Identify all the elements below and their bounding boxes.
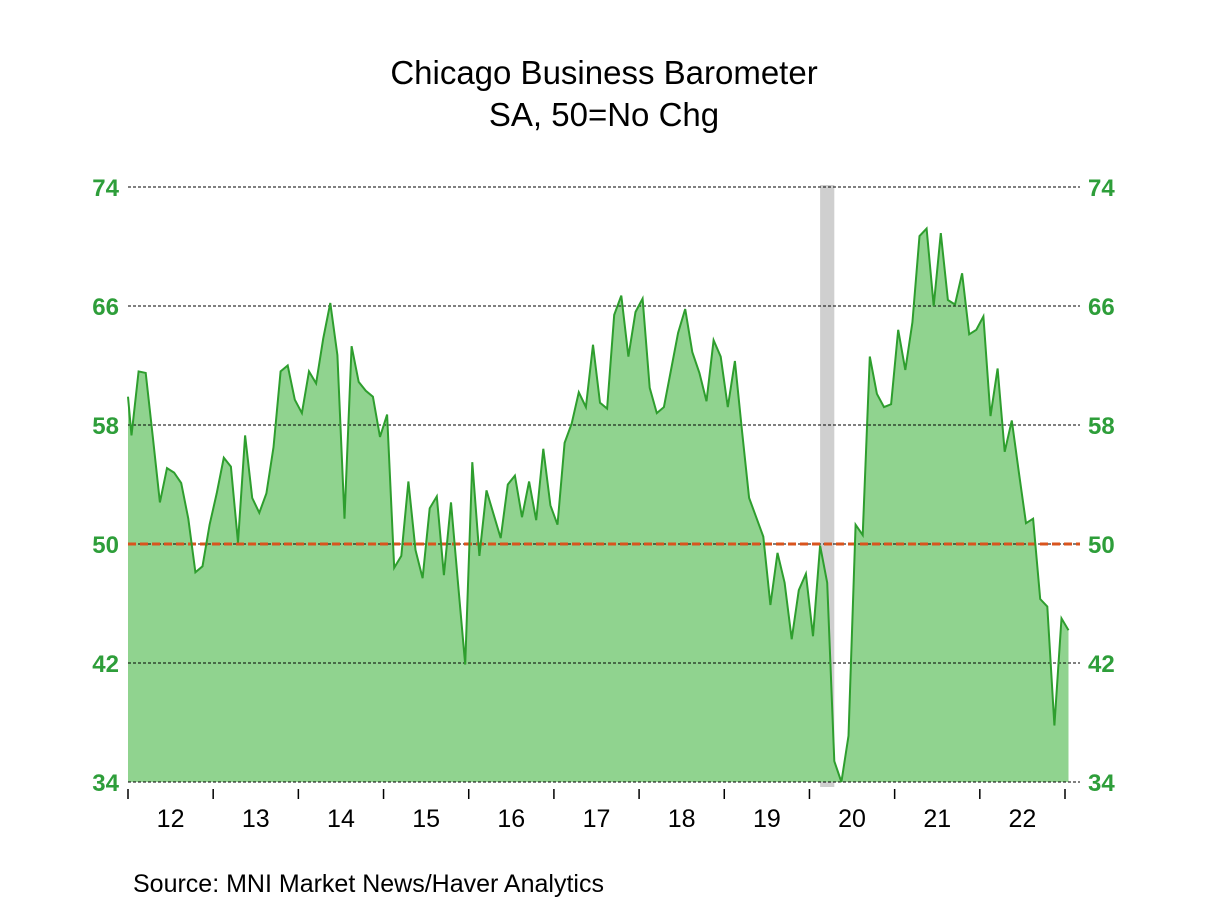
chart-title: Chicago Business Barometer — [390, 54, 818, 91]
y-tick-label-left: 74 — [92, 175, 119, 202]
x-tick-label: 16 — [497, 805, 525, 833]
chart-subtitle: SA, 50=No Chg — [488, 96, 720, 133]
source-note: Source: MNI Market News/Haver Analytics — [133, 870, 604, 898]
y-tick-label-left: 34 — [92, 770, 119, 797]
series-line — [127, 226, 1070, 783]
x-tick-label: 19 — [753, 805, 781, 833]
x-tick-label: 12 — [157, 805, 185, 833]
y-tick-label-left: 42 — [92, 651, 119, 678]
y-tick-label-left: 50 — [92, 532, 119, 559]
y-tick-label-right: 42 — [1088, 651, 1115, 678]
y-axis-right-labels: 34 42 50 58 66 74 — [1088, 175, 1115, 797]
x-tick-label: 21 — [923, 805, 951, 833]
y-tick-label-right: 34 — [1088, 770, 1115, 797]
x-tick-label: 20 — [838, 805, 866, 833]
data-line — [127, 226, 1070, 783]
y-tick-label-right: 74 — [1088, 175, 1115, 202]
x-tick-label: 22 — [1009, 805, 1037, 833]
y-tick-label-right: 50 — [1088, 532, 1115, 559]
gridlines — [128, 186, 1080, 783]
y-axis-left-labels: 34 42 50 58 66 74 — [92, 175, 119, 797]
x-tick-label: 13 — [242, 805, 270, 833]
x-tick-label: 18 — [668, 805, 696, 833]
x-tick-label: 15 — [412, 805, 440, 833]
data-area — [128, 228, 1069, 783]
x-axis: 12 13 14 15 16 17 18 19 20 21 22 — [127, 789, 1066, 833]
y-tick-label-left: 58 — [92, 413, 119, 440]
y-tick-label-right: 66 — [1088, 294, 1115, 321]
area-fill — [128, 228, 1069, 783]
x-tick-label: 17 — [583, 805, 611, 833]
x-tick-label: 14 — [327, 805, 355, 833]
y-tick-label-right: 58 — [1088, 413, 1115, 440]
y-tick-label-left: 66 — [92, 294, 119, 321]
